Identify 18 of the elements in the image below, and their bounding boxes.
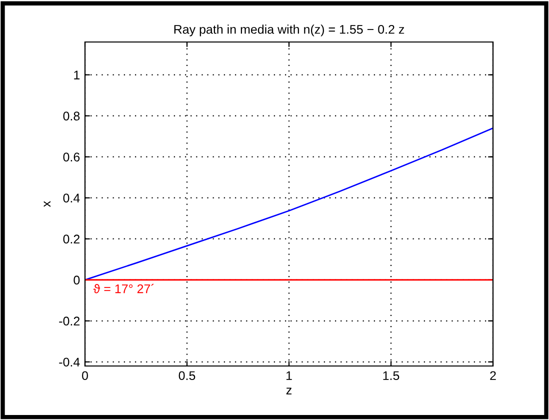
y-tick-label: 0.8 bbox=[63, 112, 80, 120]
x-axis-title: z bbox=[286, 388, 292, 394]
y-tick-label: -0.4 bbox=[59, 358, 80, 367]
x-tick-label: 0.5 bbox=[178, 371, 196, 380]
y-tick-label: 0.2 bbox=[63, 234, 80, 244]
chart-title: Ray path in media with n(z) = 1.55 − 0.2 z bbox=[174, 24, 404, 36]
x-tick-label: 2 bbox=[490, 371, 496, 380]
annotation: ϑ = 17° 27´ bbox=[93, 284, 154, 294]
y-axis-title: x bbox=[44, 201, 50, 207]
x-tick-label: 0 bbox=[82, 371, 88, 380]
y-tick-label: -0.2 bbox=[59, 316, 80, 326]
y-tick-label: 0.4 bbox=[63, 194, 80, 202]
line-series bbox=[85, 127, 493, 281]
x-tick-label: 1 bbox=[286, 371, 292, 380]
y-tick-label: 0.6 bbox=[63, 152, 80, 162]
y-tick-label: 1 bbox=[74, 70, 80, 80]
y-tick-label: 0 bbox=[74, 276, 80, 285]
x-tick-label: 1.5 bbox=[383, 371, 400, 380]
